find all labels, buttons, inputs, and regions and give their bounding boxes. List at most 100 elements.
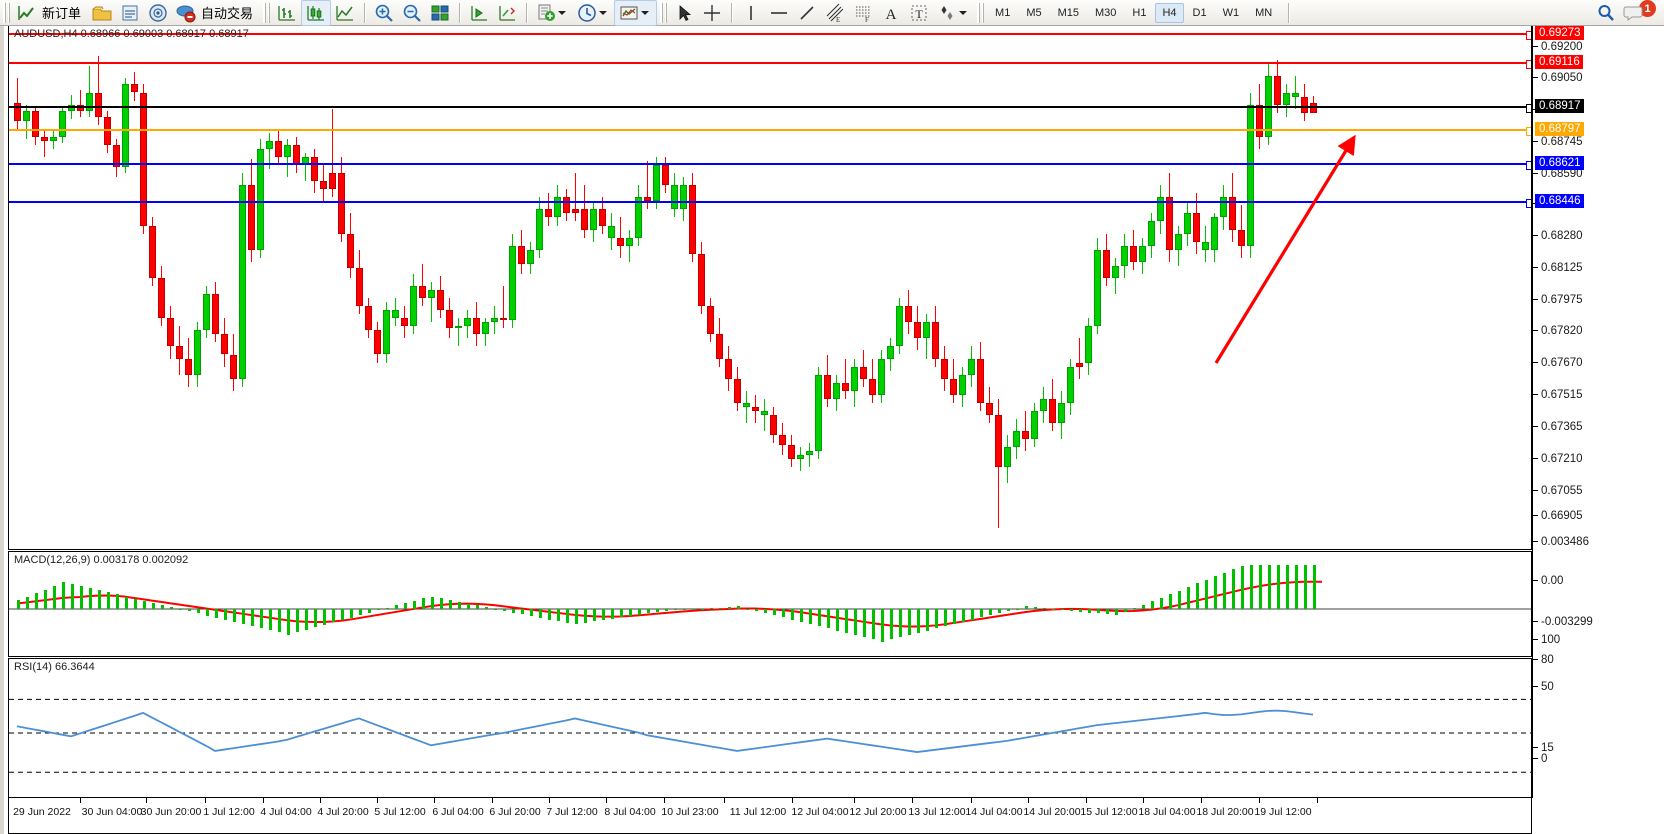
zoom-in-button[interactable] [370,1,398,25]
resistance-1-label[interactable]: 0.69116 [1535,55,1583,69]
time-axis[interactable]: 29 Jun 2022 30 Jun 04:00 30 Jun 20:00 1 Jul… [8,798,1532,834]
price-tick-label: 0.69200 [1541,41,1583,53]
zoom-out-button[interactable] [398,1,426,25]
timeframe-mn[interactable]: MN [1255,6,1273,19]
line-chart-button[interactable] [331,1,359,25]
candle-wick [269,132,270,170]
trendline-button[interactable] [793,1,821,25]
support-line-1-anchor[interactable] [1526,161,1531,170]
fibonacci-button[interactable]: F [849,1,877,25]
candle-body [644,197,651,202]
candle-body [491,318,498,323]
pivot-line-anchor[interactable] [1526,127,1531,136]
resistance-line-1[interactable] [9,60,1531,69]
candle-body [185,358,192,375]
rsi-pane[interactable]: RSI(14) 66.3644 [8,658,1532,798]
macd-pane[interactable]: MACD(12,26,9) 0.003178 0.002092 [8,551,1532,657]
chevron-down-icon[interactable] [959,10,968,15]
support-2-label[interactable]: 0.68446 [1535,194,1584,208]
search-button[interactable] [1592,1,1620,25]
toolbar-grip-4[interactable] [977,2,985,23]
toolbar-grip[interactable] [3,2,10,23]
auto-trading-button[interactable]: 自动交易 [172,1,260,25]
vertical-line-button[interactable] [737,1,765,25]
macd-histogram-bar [863,609,866,638]
macd-histogram-bar [521,609,524,615]
main-toolbar[interactable]: 新订单 [0,0,1664,26]
current-price-line-anchor[interactable] [1526,104,1531,113]
current-price-label[interactable]: 0.68917 [1535,99,1584,113]
macd-histogram-bar [1187,587,1190,609]
macd-histogram-bar [1205,579,1208,609]
macd-histogram-bar [701,608,704,610]
macd-lines [9,580,1531,628]
templates-button[interactable] [614,0,658,26]
macd-histogram-bar [1070,609,1073,611]
horizontal-line-button[interactable] [765,1,793,25]
macd-histogram-bar [962,609,965,622]
text-button[interactable]: A [877,1,905,25]
candle-body [707,306,714,335]
navigator-button[interactable] [144,1,172,25]
data-window-button[interactable] [116,1,144,25]
timeframe-group[interactable]: M1 M5 M15 M30 H1 H4 D1 W1 MN [987,2,1280,23]
indicator-tick: 80 [1533,654,1554,666]
time-axis-label: 14 Jul 04:00 [965,806,1023,818]
pivot-line[interactable] [9,127,1531,136]
timeframe-m5[interactable]: M5 [1026,6,1042,19]
support-line-1[interactable] [9,161,1531,170]
notifications-button[interactable]: 1 [1620,0,1658,25]
candle-body [968,358,975,375]
bar-chart-button[interactable] [273,1,301,25]
toolbar-grip-3[interactable] [660,2,668,23]
candlestick-chart-button[interactable] [301,0,332,26]
cursor-button[interactable] [670,1,698,25]
auto-scroll-button[interactable] [493,1,521,25]
support-line-2[interactable] [9,199,1531,208]
price-scale[interactable]: 0.692000.690500.688950.687450.685900.684… [1532,26,1664,798]
resistance-2-label[interactable]: 0.69273 [1535,26,1584,40]
macd-histogram-bar [1133,608,1136,610]
shift-end-button[interactable] [465,1,493,25]
indicator-tick: 0 [1533,753,1547,765]
support-1-label[interactable]: 0.68621 [1535,156,1584,170]
macd-histogram-bar [116,594,119,609]
candle-body [1175,233,1182,250]
equidistant-channel-button[interactable]: E [821,1,849,25]
shapes-button[interactable] [933,1,974,25]
chevron-down-icon[interactable] [599,10,608,15]
candle-body [401,318,408,327]
support-line-2-anchor[interactable] [1526,199,1531,208]
toolbar-grip-2[interactable] [263,2,271,23]
timeframe-w1[interactable]: W1 [1222,6,1240,19]
timeframe-h1[interactable]: H1 [1132,6,1147,19]
pivot-label[interactable]: 0.68797 [1535,122,1584,136]
macd-histogram-bar [170,607,173,609]
add-indicator-button[interactable] [532,1,573,25]
shift-end-icon [468,2,490,24]
resistance-line-1-anchor[interactable] [1526,60,1531,69]
toolbar-right-group[interactable]: 1 [1592,0,1664,25]
current-price-line[interactable] [9,104,1531,113]
new-order-button[interactable]: 新订单 [13,1,88,25]
tile-windows-button[interactable] [426,1,454,25]
timeframe-m15[interactable]: M15 [1057,6,1079,19]
candle-body [1058,402,1065,424]
resistance-line-2-anchor[interactable] [1526,31,1531,40]
timeframe-d1[interactable]: D1 [1192,6,1207,19]
timeframe-m1[interactable]: M1 [995,6,1011,19]
candle-body [473,318,480,335]
chevron-down-icon[interactable] [558,10,567,15]
chevron-down-icon[interactable] [641,10,650,15]
price-pane[interactable]: AUDUSD,H4 0.68966 0.69003 0.68917 0.6891… [8,26,1532,550]
period-button[interactable] [573,1,614,25]
crosshair-button[interactable] [698,1,726,25]
candle-body [14,102,21,121]
chart-area[interactable]: AUDUSD,H4 0.68966 0.69003 0.68917 0.6891… [0,26,1664,834]
folder-button[interactable] [88,1,116,25]
text-label-button[interactable]: T [905,1,933,25]
macd-histogram-bar [134,598,137,609]
timeframe-h4[interactable]: H4 [1155,2,1184,23]
timeframe-m30[interactable]: M30 [1095,6,1117,19]
resistance-line-2[interactable] [9,31,1531,40]
